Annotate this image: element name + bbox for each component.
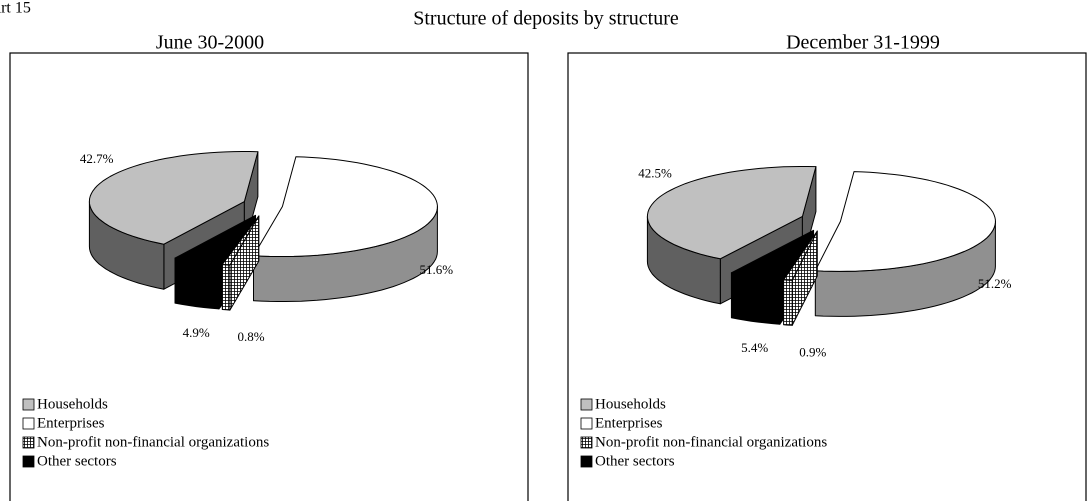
legend-label: Other sectors — [37, 453, 117, 469]
panel-frame — [567, 52, 1087, 501]
data-label: 51.2% — [978, 276, 1012, 291]
data-label: 0.8% — [237, 329, 264, 344]
legend-swatch — [22, 436, 35, 449]
legend-label: Non-profit non-financial organizations — [595, 434, 827, 450]
pie-slice — [253, 156, 438, 302]
slice-top — [730, 229, 815, 280]
slice-side — [174, 257, 220, 310]
data-label: 4.9% — [183, 325, 210, 340]
chart-title: December 31-1999 — [786, 32, 940, 54]
caption: art 15 — [0, 0, 31, 16]
chart-title: June 30-2000 — [156, 32, 264, 54]
slice-top — [814, 171, 996, 272]
data-label: 0.9% — [799, 345, 826, 360]
pie-slice — [783, 230, 818, 326]
pie-slice — [221, 215, 260, 311]
data-label: 5.4% — [741, 340, 768, 355]
data-label: 42.7% — [80, 151, 114, 166]
slice-side — [783, 279, 793, 326]
slice-top — [174, 214, 257, 265]
slice-top — [221, 215, 260, 266]
slice-top — [88, 151, 259, 245]
main-title: Structure of deposits by structure — [413, 8, 679, 30]
data-label: 51.6% — [420, 262, 454, 277]
legend-swatch — [22, 455, 35, 468]
legend-swatch — [580, 455, 593, 468]
legend-swatch — [580, 417, 593, 430]
slice-side — [730, 272, 781, 325]
data-label: 42.5% — [638, 166, 672, 181]
legend-swatch — [580, 436, 593, 449]
legend-label: Households — [595, 396, 666, 412]
legend-label: Enterprises — [595, 415, 663, 431]
pie-slice — [814, 171, 996, 317]
legend-swatch — [580, 398, 593, 411]
legend-label: Households — [37, 396, 108, 412]
slice-top — [253, 156, 438, 257]
slice-top — [646, 166, 817, 260]
legend-label: Other sectors — [595, 453, 675, 469]
slice-top — [783, 230, 818, 281]
legend-swatch — [22, 417, 35, 430]
slice-side — [221, 264, 231, 311]
legend-swatch — [22, 398, 35, 411]
legend-label: Non-profit non-financial organizations — [37, 434, 269, 450]
legend-label: Enterprises — [37, 415, 105, 431]
panel-frame — [9, 52, 529, 501]
